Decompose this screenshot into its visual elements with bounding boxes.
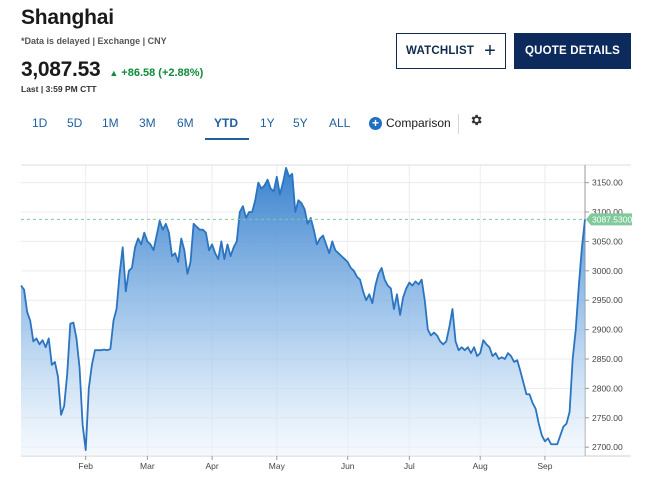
active-range-indicator — [205, 138, 249, 140]
toolbar-divider — [458, 114, 459, 134]
comparison-label: Comparison — [386, 116, 451, 130]
last-price-tag — [586, 213, 632, 226]
y-tick-label: 2800.00 — [592, 383, 623, 393]
range-all[interactable]: ALL — [329, 116, 351, 130]
y-tick-label: 2750.00 — [592, 413, 623, 423]
range-5d[interactable]: 5D — [67, 116, 83, 130]
plus-icon: + — [484, 40, 496, 62]
x-tick-label: Feb — [78, 461, 93, 471]
range-1m[interactable]: 1M — [102, 116, 119, 130]
x-tick-label: May — [269, 461, 286, 471]
range-6m[interactable]: 6M — [177, 116, 194, 130]
last-price-tag-label: 3087.5300 — [592, 214, 632, 224]
watchlist-label: WATCHLIST — [406, 45, 475, 57]
y-tick-label: 2900.00 — [592, 325, 623, 335]
x-tick-label: Sep — [537, 461, 552, 471]
last-updated: Last | 3:59 PM CTT — [21, 84, 97, 94]
comparison-button[interactable]: + Comparison — [369, 116, 451, 130]
range-1d[interactable]: 1D — [32, 116, 48, 130]
gear-icon — [471, 114, 482, 126]
watchlist-button[interactable]: WATCHLIST + — [396, 33, 506, 69]
y-tick-label: 3000.00 — [592, 266, 623, 276]
range-ytd[interactable]: YTD — [214, 116, 238, 130]
x-tick-label: Aug — [473, 461, 488, 471]
x-tick-label: Jul — [404, 461, 415, 471]
quote-details-label: QUOTE DETAILS — [524, 45, 621, 57]
y-tick-label: 3150.00 — [592, 178, 623, 188]
price-area — [21, 167, 585, 456]
triangle-up-icon: ▲ — [109, 68, 119, 78]
quote-details-button[interactable]: QUOTE DETAILS — [514, 33, 631, 69]
y-axis-ticks: 2700.00 2750.00 2800.00 2850.00 2900.00 2950.… — [585, 178, 623, 452]
last-price: 3,087.53 — [21, 58, 101, 81]
range-5y[interactable]: 5Y — [293, 116, 308, 130]
x-tick-label: Apr — [205, 461, 218, 471]
y-tick-label: 2850.00 — [592, 354, 623, 364]
y-tick-label: 2700.00 — [592, 442, 623, 452]
price-change-value: +86.58 (+2.88%) — [121, 67, 204, 79]
plus-circle-icon: + — [369, 116, 382, 130]
range-1y[interactable]: 1Y — [260, 116, 275, 130]
y-tick-label: 3100.00 — [592, 207, 623, 217]
data-delay-note: *Data is delayed | Exchange | CNY — [21, 36, 167, 46]
time-range-selector: 1D 5D 1M 3M 6M YTD 1Y 5Y ALL + Compariso… — [21, 110, 521, 140]
page-title: Shanghai — [21, 6, 114, 29]
y-tick-label: 2950.00 — [592, 295, 623, 305]
price-row: 3,087.53 ▲ +86.58 (+2.88%) — [21, 58, 203, 82]
range-3m[interactable]: 3M — [139, 116, 156, 130]
x-tick-label: Jun — [341, 461, 355, 471]
price-line — [20, 167, 586, 452]
y-tick-label: 3050.00 — [592, 236, 623, 246]
last-price-marker: 3087.5300 — [586, 213, 632, 226]
x-tick-label: Mar — [140, 461, 155, 471]
x-axis-ticks: Feb Mar Apr May Jun Jul Aug Sep — [78, 456, 553, 471]
settings-button[interactable] — [469, 113, 483, 132]
price-change: ▲ +86.58 (+2.88%) — [109, 67, 203, 79]
